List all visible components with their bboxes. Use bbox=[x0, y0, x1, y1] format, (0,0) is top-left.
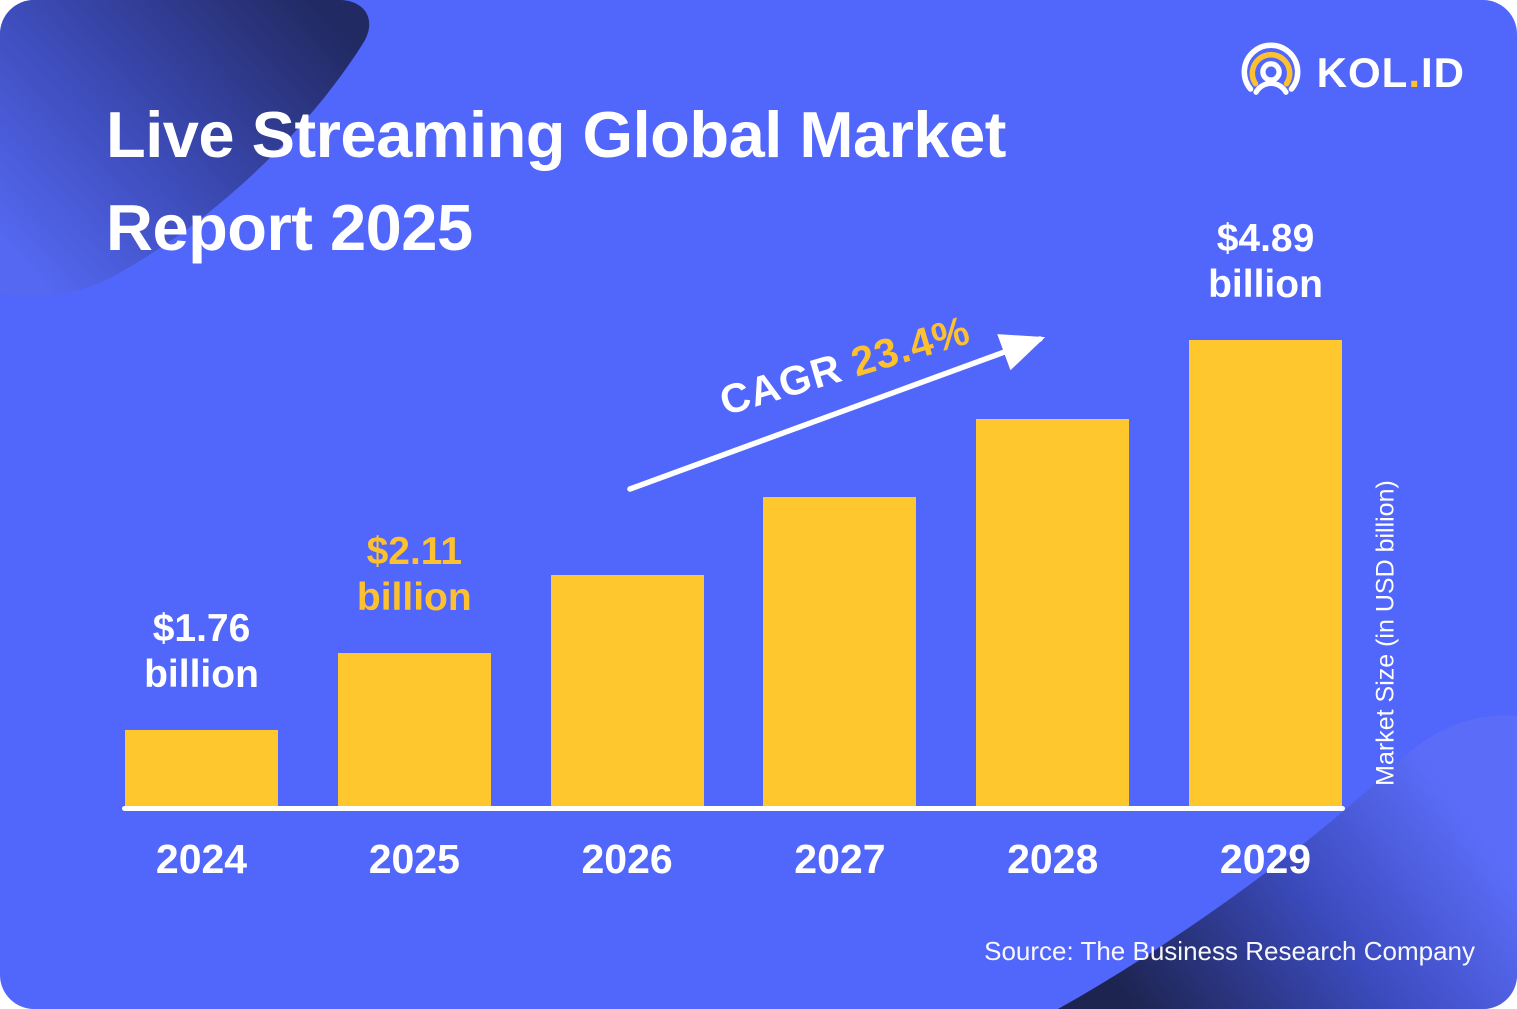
value-label-2025: $2.11 billion bbox=[356, 530, 472, 619]
source-credit: Source: The Business Research Company bbox=[984, 936, 1475, 966]
x-tick-label-2024: 2024 bbox=[155, 836, 248, 882]
cagr-annotation: CAGR 23.4% bbox=[714, 307, 975, 425]
page-title-line2: Report 2025 bbox=[106, 191, 473, 264]
bar-2024 bbox=[125, 730, 278, 810]
brand-name-kol: KOL bbox=[1316, 49, 1409, 96]
broadcast-person-icon bbox=[1241, 42, 1301, 95]
cagr-label: CAGR bbox=[714, 344, 848, 425]
page-title-line1: Live Streaming Global Market bbox=[106, 98, 1006, 171]
x-tick-label-2027: 2027 bbox=[794, 836, 886, 882]
cagr-value: 23.4% bbox=[845, 306, 976, 386]
value-label-2024: $1.76 billion bbox=[144, 607, 259, 696]
bar-2028 bbox=[976, 419, 1130, 810]
bar-2027 bbox=[763, 497, 917, 810]
x-tick-label-2026: 2026 bbox=[581, 836, 673, 882]
bar-2025 bbox=[337, 653, 491, 810]
value-label-2029: $4.89 billion bbox=[1208, 217, 1323, 306]
brand-name: KOL.ID bbox=[1317, 49, 1465, 97]
x-tick-label-2029: 2029 bbox=[1219, 836, 1312, 882]
bar-2026 bbox=[550, 575, 704, 810]
y-axis-label: Market Size (in USD billion) bbox=[1371, 480, 1400, 786]
brand-name-dot: . bbox=[1408, 49, 1421, 96]
page-title: Live Streaming Global Market Report 2025 bbox=[106, 88, 1006, 274]
x-tick-label-2025: 2025 bbox=[368, 836, 460, 882]
x-axis-baseline bbox=[122, 806, 1345, 811]
bar-2029 bbox=[1189, 340, 1342, 810]
x-tick-label-2028: 2028 bbox=[1007, 836, 1099, 882]
brand-logo: KOL.ID bbox=[1239, 42, 1465, 104]
brand-name-id: ID bbox=[1421, 49, 1465, 96]
